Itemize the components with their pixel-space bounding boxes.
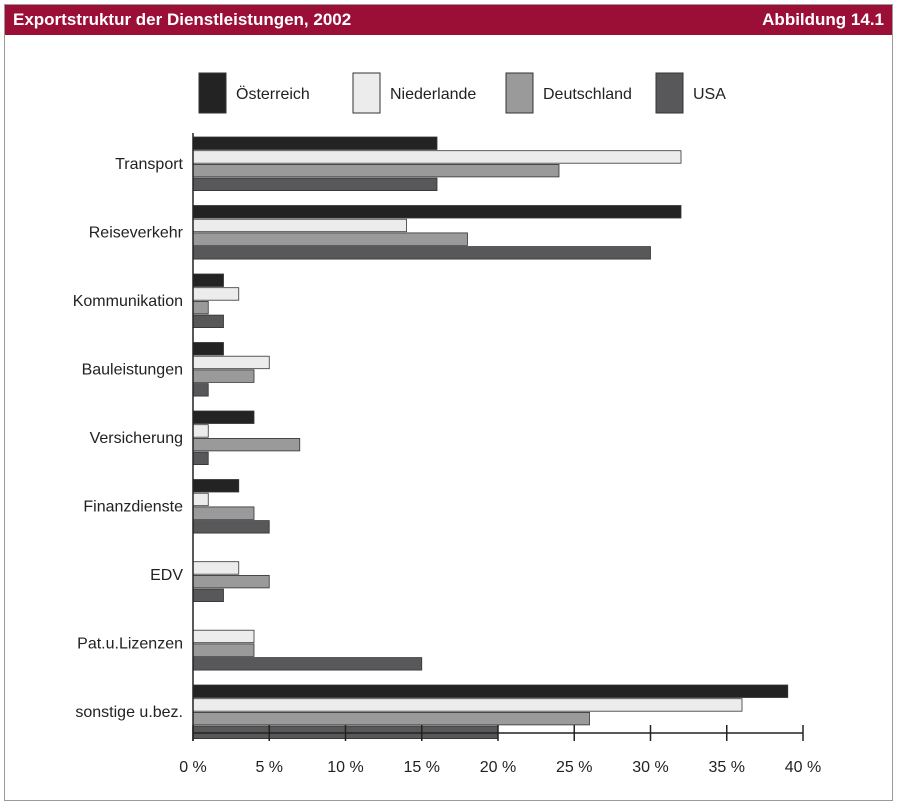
bar-finanzdienste-osterreich xyxy=(192,479,240,493)
bar-transport-osterreich xyxy=(192,136,438,150)
bars xyxy=(192,136,789,739)
legend-label-usa: USA xyxy=(693,86,726,103)
bar-bauleistungen-niederlande xyxy=(192,355,270,370)
bar-kommunikation-niederlande xyxy=(192,287,240,301)
category-label-transport: Transport xyxy=(115,156,183,173)
bar-bauleistungen-osterreich xyxy=(192,342,224,356)
category-label-kommunikation: Kommunikation xyxy=(73,293,183,310)
category-label-edv: EDV xyxy=(150,567,183,584)
bar-reiseverkehr-niederlande xyxy=(192,218,407,233)
bar-transport-usa xyxy=(192,177,438,192)
legend-swatch-niederlande xyxy=(352,72,381,114)
bar-pat-u-lizenzen-usa xyxy=(192,657,423,671)
category-label-reiseverkehr: Reiseverkehr xyxy=(89,224,184,241)
axes xyxy=(192,133,804,741)
bar-versicherung-osterreich xyxy=(192,410,255,424)
bar-sonstige-u-bez-osterreich xyxy=(192,684,789,698)
x-tick-label-5: 5 % xyxy=(255,759,283,776)
x-tick-label-10: 10 % xyxy=(327,759,363,776)
bar-bauleistungen-deutschland xyxy=(192,369,255,383)
legend-label-osterreich: Österreich xyxy=(236,85,310,103)
legend-swatch-deutschland xyxy=(505,72,534,114)
bar-transport-niederlande xyxy=(192,150,682,164)
category-label-pat-u-lizenzen: Pat.u.Lizenzen xyxy=(77,635,183,652)
bar-edv-usa xyxy=(192,588,224,602)
x-tick-label-30: 30 % xyxy=(632,759,668,776)
legend-swatch-usa xyxy=(655,72,684,114)
bar-versicherung-usa xyxy=(192,451,209,466)
bar-pat-u-lizenzen-niederlande xyxy=(192,629,255,644)
bar-reiseverkehr-deutschland xyxy=(192,232,468,246)
legend-swatch-osterreich xyxy=(198,72,227,114)
bar-versicherung-deutschland xyxy=(192,437,301,452)
figure-frame: Exportstruktur der Dienstleistungen, 200… xyxy=(4,4,893,801)
bar-kommunikation-osterreich xyxy=(192,273,224,287)
bar-transport-deutschland xyxy=(192,163,560,178)
bar-sonstige-u-bez-deutschland xyxy=(192,712,590,726)
category-label-versicherung: Versicherung xyxy=(90,430,183,447)
bar-kommunikation-usa xyxy=(192,314,224,329)
bar-sonstige-u-bez-niederlande xyxy=(192,698,743,712)
category-labels: Transport Reiseverkehr Kommunikation Baulei… xyxy=(73,156,184,721)
bar-edv-niederlande xyxy=(192,561,240,575)
x-tick-label-35: 35 % xyxy=(709,759,745,776)
legend-label-niederlande: Niederlande xyxy=(390,86,476,103)
category-label-finanzdienste: Finanzdienste xyxy=(83,498,183,515)
bar-finanzdienste-niederlande xyxy=(192,492,209,507)
tick-labels: 0 % 5 % 10 % 15 % 20 % 25 % 30 % 35 % 40 % xyxy=(179,759,821,776)
bar-bauleistungen-usa xyxy=(192,383,209,397)
figure-label: Abbildung 14.1 xyxy=(762,10,884,29)
bar-pat-u-lizenzen-deutschland xyxy=(192,643,255,657)
bar-reiseverkehr-osterreich xyxy=(192,205,682,219)
bar-reiseverkehr-usa xyxy=(192,246,651,260)
category-label-bauleistungen: Bauleistungen xyxy=(82,361,183,378)
x-tick-label-0: 0 % xyxy=(179,759,207,776)
x-tick-label-15: 15 % xyxy=(404,759,440,776)
x-tick-label-25: 25 % xyxy=(556,759,592,776)
bar-finanzdienste-usa xyxy=(192,520,270,534)
bar-versicherung-niederlande xyxy=(192,424,209,438)
title-bar: Exportstruktur der Dienstleistungen, 200… xyxy=(5,5,892,35)
legend: Österreich Niederlande Deutschland USA xyxy=(198,72,726,114)
x-tick-label-40: 40 % xyxy=(785,759,821,776)
chart-title: Exportstruktur der Dienstleistungen, 200… xyxy=(13,10,352,29)
bar-finanzdienste-deutschland xyxy=(192,506,255,520)
x-tick-label-20: 20 % xyxy=(480,759,516,776)
bar-kommunikation-deutschland xyxy=(192,300,209,315)
category-label-sonstige-u-bez: sonstige u.bez. xyxy=(75,704,183,721)
bar-edv-deutschland xyxy=(192,575,270,589)
legend-label-deutschland: Deutschland xyxy=(543,86,632,103)
